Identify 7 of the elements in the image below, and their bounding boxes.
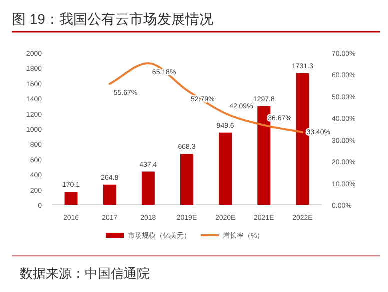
source-note: 数据来源：中国信通院 [20, 266, 150, 281]
bar [180, 154, 194, 205]
bar [64, 192, 78, 205]
bar [142, 172, 155, 205]
chart-title: 图 19：我国公有云市场发展情况 [12, 11, 214, 27]
bar [219, 132, 232, 205]
bar [103, 184, 116, 205]
